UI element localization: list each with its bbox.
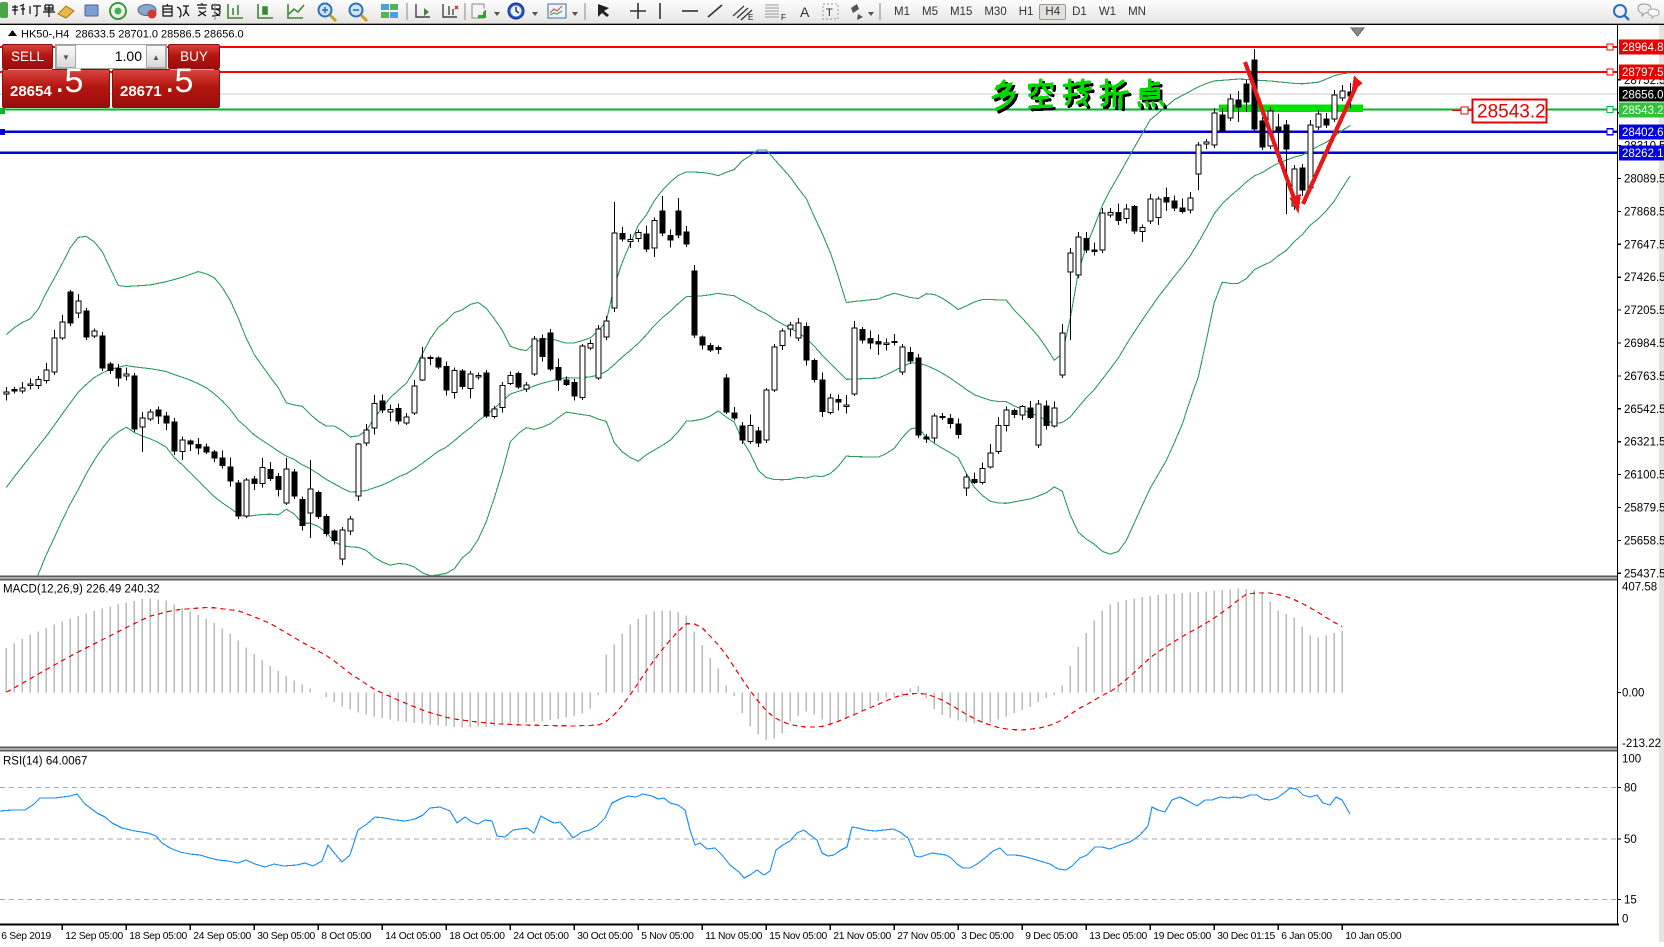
svg-text:18 Sep 05:00: 18 Sep 05:00	[129, 931, 187, 942]
svg-text:26100.5: 26100.5	[1624, 470, 1664, 482]
svg-text:21 Nov 05:00: 21 Nov 05:00	[833, 931, 891, 942]
svg-text:25658.5: 25658.5	[1624, 535, 1664, 547]
svg-text:26321.5: 26321.5	[1624, 437, 1664, 449]
svg-text:15 Nov 05:00: 15 Nov 05:00	[769, 931, 827, 942]
svg-text:5 Nov 05:00: 5 Nov 05:00	[641, 931, 694, 942]
svg-text:F: F	[781, 13, 786, 22]
svg-text:30 Oct 05:00: 30 Oct 05:00	[577, 931, 633, 942]
svg-text:13 Dec 05:00: 13 Dec 05:00	[1089, 931, 1147, 942]
svg-text:-213.22: -213.22	[1622, 738, 1661, 750]
svg-text:11 Nov 05:00: 11 Nov 05:00	[705, 931, 762, 942]
svg-text:A: A	[800, 4, 810, 20]
svg-text:28964.8: 28964.8	[1622, 42, 1664, 54]
svg-text:25879.5: 25879.5	[1624, 503, 1664, 515]
svg-text:50: 50	[1624, 834, 1637, 846]
svg-text:27426.5: 27426.5	[1624, 272, 1664, 284]
svg-text:28089.5: 28089.5	[1624, 174, 1664, 186]
svg-text:24 Oct 05:00: 24 Oct 05:00	[513, 931, 569, 942]
svg-text:30 Dec 01:15: 30 Dec 01:15	[1217, 931, 1275, 942]
svg-text:18 Oct 05:00: 18 Oct 05:00	[449, 931, 505, 942]
svg-text:28402.6: 28402.6	[1622, 127, 1664, 139]
svg-text:26984.5: 26984.5	[1624, 338, 1664, 350]
svg-text:28543.2: 28543.2	[1477, 102, 1546, 123]
svg-text:26763.5: 26763.5	[1624, 371, 1664, 383]
svg-text:100: 100	[1622, 754, 1641, 766]
svg-text:19 Dec 05:00: 19 Dec 05:00	[1153, 931, 1211, 942]
svg-text:14 Oct 05:00: 14 Oct 05:00	[385, 931, 441, 942]
svg-text:15: 15	[1624, 894, 1637, 906]
svg-text:28262.1: 28262.1	[1622, 148, 1664, 160]
svg-text:HK50-,H4 28633.5 28701.0 2858: HK50-,H4 28633.5 28701.0 28586.5 28656.0	[21, 29, 244, 41]
svg-text:28543.2: 28543.2	[1622, 105, 1664, 117]
svg-text:RSI(14) 64.0067: RSI(14) 64.0067	[3, 756, 87, 768]
svg-text:24 Sep 05:00: 24 Sep 05:00	[193, 931, 251, 942]
svg-text:E: E	[748, 13, 753, 22]
svg-text:3 Dec 05:00: 3 Dec 05:00	[961, 931, 1014, 942]
svg-text:8 Oct 05:00: 8 Oct 05:00	[321, 931, 372, 942]
svg-text:0: 0	[1622, 914, 1628, 926]
svg-text:MACD(12,26,9) 226.49 240.32: MACD(12,26,9) 226.49 240.32	[3, 584, 160, 596]
svg-text:407.58: 407.58	[1622, 582, 1657, 594]
svg-text:80: 80	[1624, 782, 1637, 794]
svg-text:27 Nov 05:00: 27 Nov 05:00	[897, 931, 955, 942]
svg-text:28797.5: 28797.5	[1622, 67, 1664, 79]
svg-text:30 Sep 05:00: 30 Sep 05:00	[257, 931, 315, 942]
svg-text:10 Jan 05:00: 10 Jan 05:00	[1345, 931, 1402, 942]
svg-text:28656.0: 28656.0	[1622, 89, 1664, 101]
svg-text:27205.5: 27205.5	[1624, 305, 1664, 317]
svg-text:6 Jan 05:00: 6 Jan 05:00	[1281, 931, 1332, 942]
svg-text:T: T	[826, 7, 833, 19]
svg-text:12 Sep 05:00: 12 Sep 05:00	[65, 931, 123, 942]
svg-text:27647.5: 27647.5	[1624, 239, 1664, 251]
svg-text:9 Dec 05:00: 9 Dec 05:00	[1025, 931, 1078, 942]
svg-text:27868.5: 27868.5	[1624, 206, 1664, 218]
svg-text:6 Sep 2019: 6 Sep 2019	[1, 931, 51, 942]
svg-text:26542.5: 26542.5	[1624, 404, 1664, 416]
svg-text:0.00: 0.00	[1622, 687, 1644, 699]
svg-text:25437.5: 25437.5	[1624, 568, 1664, 580]
